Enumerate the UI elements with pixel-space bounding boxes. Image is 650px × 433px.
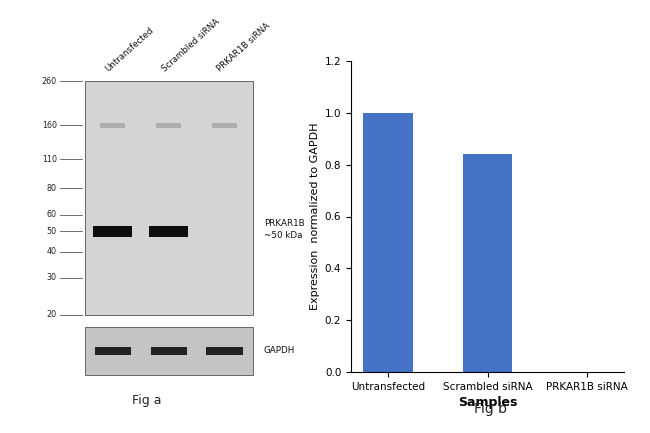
Bar [363, 113, 413, 372]
X-axis label: Samples: Samples [458, 396, 517, 409]
Text: 60: 60 [47, 210, 57, 219]
Bar [463, 154, 512, 372]
Text: Scrambled siRNA: Scrambled siRNA [160, 17, 221, 73]
Bar [212, 123, 237, 128]
Text: 50: 50 [47, 227, 57, 236]
Bar [84, 327, 253, 375]
Y-axis label: Expression  normalized to GAPDH: Expression normalized to GAPDH [311, 123, 320, 310]
Text: PRKAR1B
~50 kDa: PRKAR1B ~50 kDa [264, 219, 304, 239]
Bar [149, 226, 188, 237]
Text: 20: 20 [47, 310, 57, 319]
Bar [84, 81, 253, 315]
Text: 80: 80 [47, 184, 57, 193]
Text: 30: 30 [47, 273, 57, 282]
Bar [156, 123, 181, 128]
Bar [100, 123, 125, 128]
Text: 110: 110 [42, 155, 57, 164]
Text: 40: 40 [47, 247, 57, 256]
Text: GAPDH: GAPDH [264, 346, 295, 355]
Text: PRKAR1B siRNA: PRKAR1B siRNA [216, 21, 272, 73]
Bar [151, 346, 187, 355]
Text: Fig a: Fig a [131, 394, 161, 407]
Text: Untransfected: Untransfected [104, 25, 156, 73]
Bar [95, 346, 131, 355]
Bar [93, 226, 133, 237]
Text: 160: 160 [42, 121, 57, 130]
Text: Fig b: Fig b [474, 402, 507, 416]
Bar [207, 346, 243, 355]
Text: 260: 260 [42, 77, 57, 86]
